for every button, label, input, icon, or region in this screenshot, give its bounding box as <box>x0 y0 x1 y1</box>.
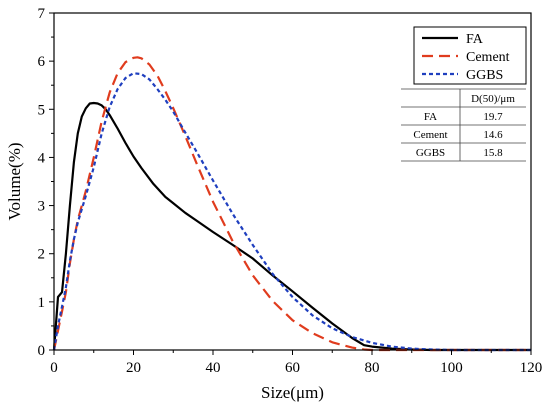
x-tick-label: 100 <box>440 360 463 376</box>
table-cell: D(50)/μm <box>471 93 515 105</box>
table-cell: FA <box>424 111 437 123</box>
table-cell: 19.7 <box>483 111 503 123</box>
table-cell: 14.6 <box>483 129 503 141</box>
x-axis: 0 20 40 60 80 100 120 <box>50 350 542 376</box>
series-lines <box>52 56 531 352</box>
x-tick-label: 0 <box>50 360 58 376</box>
x-axis-title: Size(μm) <box>261 383 324 402</box>
y-tick-label: 6 <box>38 54 46 70</box>
legend: FA Cement GGBS <box>413 26 527 85</box>
x-tick-label: 40 <box>206 360 221 376</box>
y-tick-label: 0 <box>38 343 46 359</box>
y-tick-label: 2 <box>38 247 46 263</box>
y-tick-label: 7 <box>38 6 46 22</box>
y-axis-title: Volume(%) <box>5 142 24 220</box>
y-axis: 0 1 2 3 4 5 6 7 <box>38 6 54 359</box>
series-line-ggbs <box>52 72 531 352</box>
y-tick-label: 1 <box>38 295 46 311</box>
series-line-fa <box>52 101 531 352</box>
x-tick-label: 20 <box>126 360 141 376</box>
y-tick-label: 3 <box>38 199 46 215</box>
legend-label-ggbs: GGBS <box>466 68 503 83</box>
legend-label-fa: FA <box>466 32 484 47</box>
y-tick-label: 5 <box>38 102 46 118</box>
y-tick-label: 4 <box>38 150 46 166</box>
d50-table: D(50)/μm FA 19.7 Cement 14.6 GGBS 15.8 <box>401 88 526 162</box>
legend-label-cement: Cement <box>466 50 510 65</box>
x-tick-label: 80 <box>365 360 380 376</box>
table-cell: Cement <box>413 129 447 141</box>
x-tick-label: 60 <box>285 360 300 376</box>
table-cell: GGBS <box>416 147 445 159</box>
table-cell: 15.8 <box>483 147 503 159</box>
x-tick-label: 120 <box>520 360 543 376</box>
